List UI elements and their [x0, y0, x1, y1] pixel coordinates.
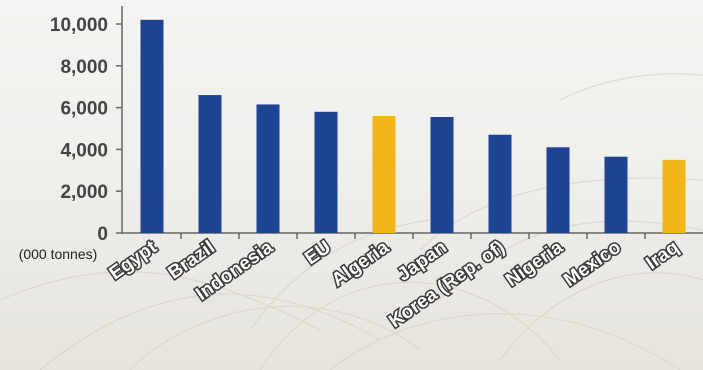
- y-tick-label: 4,000: [60, 140, 108, 161]
- y-axis-ticks: 0 2,000 4,000 6,000 8,000 10,000: [50, 15, 122, 245]
- y-tick-label: 10,000: [50, 15, 108, 36]
- bar-egypt: [140, 19, 164, 233]
- y-tick-label: 8,000: [60, 57, 108, 78]
- x-category-label: Egypt: [106, 237, 162, 285]
- bar-korea-rep-of: [488, 134, 512, 233]
- bar-brazil: [198, 95, 222, 233]
- y-tick-label: 2,000: [60, 182, 108, 203]
- x-category-label: EU: [301, 237, 335, 269]
- bar-algeria: [372, 115, 396, 233]
- y-tick-label: 0: [97, 224, 108, 245]
- x-category-label: Iraq: [642, 237, 683, 274]
- x-category-label: Algeria: [328, 237, 393, 291]
- y-tick-label: 6,000: [60, 99, 108, 120]
- bar-mexico: [604, 156, 628, 233]
- bar-japan: [430, 117, 454, 233]
- bar-series: [140, 19, 686, 233]
- x-category-label: Nigeria: [502, 237, 567, 291]
- y-axis-unit-label: (000 tonnes): [19, 246, 98, 262]
- bar-indonesia: [256, 104, 280, 233]
- bar-nigeria: [546, 147, 570, 233]
- x-category-label: Mexico: [560, 237, 625, 291]
- bar-iraq: [662, 159, 686, 233]
- bar-eu: [314, 111, 338, 233]
